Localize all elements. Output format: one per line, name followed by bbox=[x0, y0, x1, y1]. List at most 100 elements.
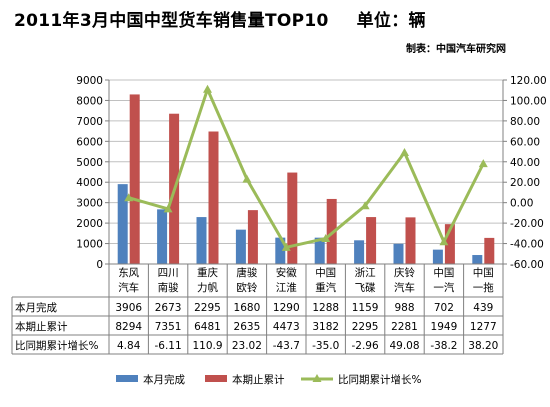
left-tick-label: 8000 bbox=[76, 95, 103, 107]
category-label: 江淮 bbox=[276, 282, 297, 294]
table-cell: 4.84 bbox=[117, 340, 141, 352]
category-label: 中国 bbox=[315, 266, 336, 279]
right-tick-label: -60.00 bbox=[510, 259, 544, 271]
bar-cumulative bbox=[484, 237, 495, 264]
table-cell: 2295 bbox=[194, 302, 221, 314]
right-tick-label: -20.00 bbox=[510, 218, 544, 230]
bar-cumulative bbox=[208, 131, 219, 264]
growth-point bbox=[478, 159, 488, 168]
bars bbox=[117, 94, 495, 264]
table-cell: 2635 bbox=[234, 321, 261, 333]
table-cell: 38.20 bbox=[468, 340, 498, 352]
category-label: 欧铃 bbox=[236, 281, 257, 294]
table-cell: 7351 bbox=[155, 321, 182, 333]
table-cell: 2281 bbox=[391, 321, 418, 333]
left-tick-label: 6000 bbox=[76, 136, 103, 148]
left-tick-label: 3000 bbox=[76, 198, 103, 210]
bar-monthly bbox=[432, 249, 443, 264]
table-cell: 110.9 bbox=[192, 340, 222, 352]
growth-line bbox=[124, 84, 488, 251]
gridlines bbox=[109, 79, 503, 265]
table-row-label: 比同期累计增长% bbox=[15, 339, 98, 352]
category-label: 中国 bbox=[433, 266, 454, 279]
category-label: 庆铃 bbox=[394, 266, 415, 279]
table-cell: 8294 bbox=[115, 321, 142, 333]
table-cell: 23.02 bbox=[232, 340, 262, 352]
legend-label-cumulative: 本期止累计 bbox=[232, 373, 285, 386]
right-tick-label: 40.00 bbox=[510, 157, 540, 169]
title-main: 2011年3月中国中型货车销售量TOP10 bbox=[14, 11, 329, 31]
growth-point bbox=[203, 84, 212, 93]
bar-cumulative bbox=[287, 172, 298, 264]
table-cell: 439 bbox=[473, 302, 493, 314]
left-tick-label: 5000 bbox=[76, 157, 103, 169]
table-cell: 4473 bbox=[273, 321, 300, 333]
table-cell: 6481 bbox=[194, 321, 221, 333]
category-label: 浙江 bbox=[355, 267, 376, 279]
table-cell: -35.0 bbox=[312, 340, 339, 352]
growth-point bbox=[400, 147, 409, 156]
bar-cumulative bbox=[444, 224, 455, 264]
table-cell: 1288 bbox=[312, 302, 339, 314]
bar-monthly bbox=[196, 217, 207, 264]
data-table: 本月完成 3906 2673 2295 1680 1290 1288 1159 988 702 43… bbox=[11, 296, 504, 355]
table-cell: -2.96 bbox=[352, 340, 379, 352]
left-tick-label: 9000 bbox=[76, 75, 103, 87]
bar-monthly bbox=[157, 209, 168, 264]
legend-label-growth: 比同期累计增长% bbox=[338, 373, 421, 386]
table-cell: 2673 bbox=[155, 302, 182, 314]
table-cell: -6.11 bbox=[155, 340, 182, 352]
legend-swatch-monthly bbox=[116, 375, 138, 382]
chart-source: 制表：中国汽车研究网 bbox=[406, 44, 506, 55]
axes: 0 1000 2000 3000 4000 5000 6000 7000 8000 9000 -60… bbox=[76, 75, 547, 297]
bar-monthly bbox=[472, 255, 483, 264]
bar-monthly bbox=[117, 184, 128, 264]
table-cell: -38.2 bbox=[430, 340, 457, 352]
chart-title: 2011年3月中国中型货车销售量TOP10 单位：辆 bbox=[14, 6, 426, 31]
table-cell: 2295 bbox=[352, 321, 379, 333]
table-cell: 1277 bbox=[470, 321, 497, 333]
right-tick-label: 100.00 bbox=[510, 95, 547, 107]
title-unit: 单位：辆 bbox=[356, 11, 426, 31]
growth-point bbox=[439, 237, 449, 246]
table-cell: 1680 bbox=[234, 302, 261, 314]
growth-series-line bbox=[128, 87, 485, 249]
left-tick-label: 7000 bbox=[76, 116, 103, 128]
category-label: 重汽 bbox=[315, 281, 336, 294]
table-cell: 1159 bbox=[352, 302, 379, 314]
growth-point bbox=[360, 201, 370, 210]
bar-monthly bbox=[235, 229, 246, 264]
table-cell: 49.08 bbox=[389, 340, 419, 352]
legend-swatch-cumulative bbox=[205, 375, 227, 382]
category-label: 东风 bbox=[118, 266, 139, 279]
table-cell: 702 bbox=[434, 302, 454, 314]
table-cell: 988 bbox=[394, 302, 414, 314]
left-tick-label: 2000 bbox=[76, 218, 103, 230]
right-tick-label: 0.00 bbox=[510, 198, 533, 210]
category-label: 唐骏 bbox=[236, 266, 257, 279]
right-tick-label: 60.00 bbox=[510, 136, 540, 148]
category-label: 安徽 bbox=[276, 266, 297, 279]
category-label: 力帆 bbox=[197, 281, 218, 294]
category-label: 重庆 bbox=[197, 266, 218, 279]
category-label: 飞碟 bbox=[355, 281, 376, 294]
growth-point bbox=[321, 233, 331, 242]
right-tick-label: -40.00 bbox=[510, 239, 544, 251]
category-label: 南骏 bbox=[158, 281, 179, 294]
category-label: 一汽 bbox=[433, 281, 454, 294]
left-tick-label: 0 bbox=[96, 259, 103, 271]
left-tick-label: 4000 bbox=[76, 177, 103, 189]
growth-point bbox=[242, 174, 252, 183]
table-cell: 3906 bbox=[115, 302, 142, 314]
bar-cumulative bbox=[366, 217, 377, 264]
bar-cumulative bbox=[405, 217, 416, 264]
legend-marker-growth bbox=[312, 374, 322, 382]
bar-cumulative bbox=[129, 94, 140, 264]
bar-monthly bbox=[393, 243, 404, 264]
table-cell: 1949 bbox=[431, 321, 458, 333]
category-label: 一拖 bbox=[473, 281, 494, 294]
growth-point bbox=[163, 204, 173, 213]
growth-point bbox=[124, 193, 134, 202]
bar-monthly bbox=[314, 237, 325, 264]
